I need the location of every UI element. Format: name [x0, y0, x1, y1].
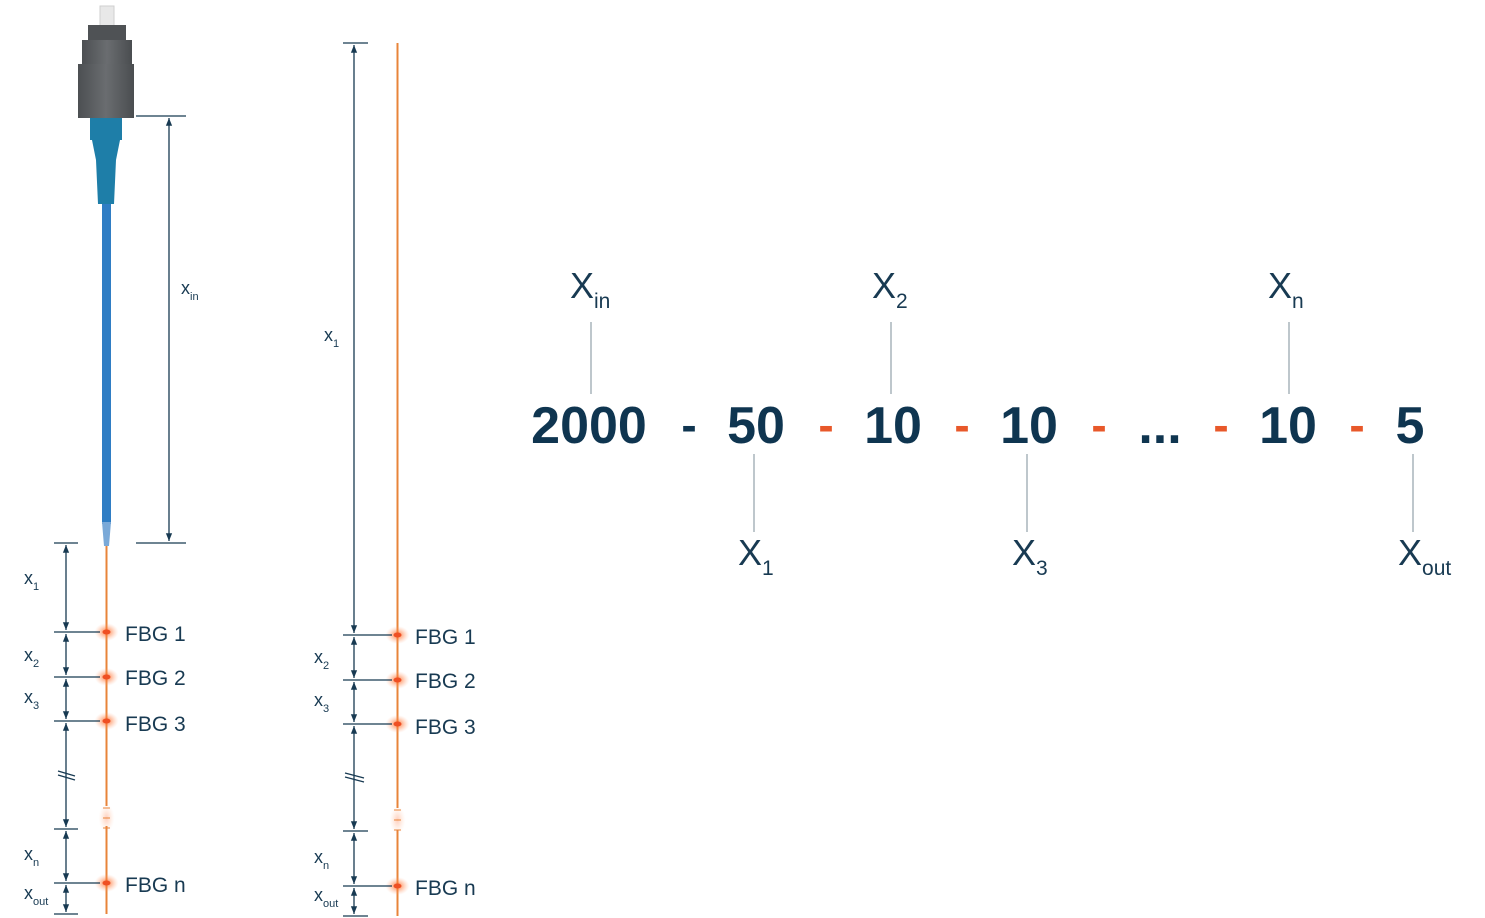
ordering-sequence: Xin X2 Xn 2000 50 10 10 ... 10 5 - - - -… [531, 265, 1451, 580]
break-icon [344, 772, 365, 779]
xin-label: xin [181, 278, 199, 303]
fbg-label: FBG 1 [125, 623, 186, 646]
gap-gratings [98, 804, 115, 832]
sequence-value: ... [1138, 397, 1181, 455]
left-segment-dimensions [54, 542, 100, 915]
sequence-value: 5 [1396, 397, 1425, 455]
segment-label: x2 [24, 645, 39, 670]
fbg-marker [385, 671, 410, 689]
segment-label: x3 [24, 687, 39, 712]
xin-dimension: xin [136, 115, 199, 544]
bottom-label: X1 [738, 532, 774, 580]
separator: - [681, 399, 696, 451]
break-icon [57, 770, 76, 777]
fbg-marker [94, 712, 119, 730]
fbg-marker [385, 715, 410, 733]
sequence-value: 50 [727, 397, 785, 455]
segment-label: x2 [314, 647, 329, 672]
segment-label: x1 [324, 325, 339, 350]
top-label: Xin [570, 265, 610, 313]
fbg-label: FBG n [415, 877, 476, 900]
bottom-label: Xout [1398, 532, 1451, 580]
fbg-marker [94, 874, 119, 892]
fbg-marker [385, 626, 410, 644]
fbg-label: FBG n [125, 874, 186, 897]
sequence-value: 10 [1000, 397, 1058, 455]
fbg-label: FBG 2 [125, 667, 186, 690]
segment-label: xout [314, 885, 338, 910]
top-label: Xn [1268, 265, 1304, 313]
bottom-label: X3 [1012, 532, 1048, 580]
middle-segment-dimensions [343, 42, 392, 917]
cable [102, 204, 111, 524]
fbg-label: FBG 2 [415, 670, 476, 693]
sequence-value: 2000 [531, 397, 647, 455]
segment-label: xn [314, 847, 329, 872]
fbg-marker [94, 623, 119, 641]
separator: - [818, 399, 833, 451]
separator: - [1091, 399, 1106, 451]
segment-label: xout [24, 883, 48, 908]
separator: - [954, 399, 969, 451]
sequence-value: 10 [864, 397, 922, 455]
gap-gratings [389, 806, 406, 834]
connector-icon [78, 5, 134, 204]
cable-tip [102, 522, 111, 546]
fbg-label: FBG 3 [125, 713, 186, 736]
sequence-value: 10 [1259, 397, 1317, 455]
segment-label: x3 [314, 690, 329, 715]
left-fiber-assembly: xin x1 x2 x3 xn xout FBG 1 [24, 5, 199, 915]
segment-label: x1 [24, 568, 39, 593]
fbg-marker [94, 668, 119, 686]
separator: - [1213, 399, 1228, 451]
fbg-marker [385, 877, 410, 895]
fbg-label: FBG 3 [415, 716, 476, 739]
fbg-label: FBG 1 [415, 626, 476, 649]
middle-fiber-assembly: x1 x2 x3 xn xout FBG 1 FBG 2 FBG 3 FBG n [314, 42, 476, 917]
segment-label: xn [24, 844, 39, 869]
top-label: X2 [872, 265, 908, 313]
separator: - [1349, 399, 1364, 451]
